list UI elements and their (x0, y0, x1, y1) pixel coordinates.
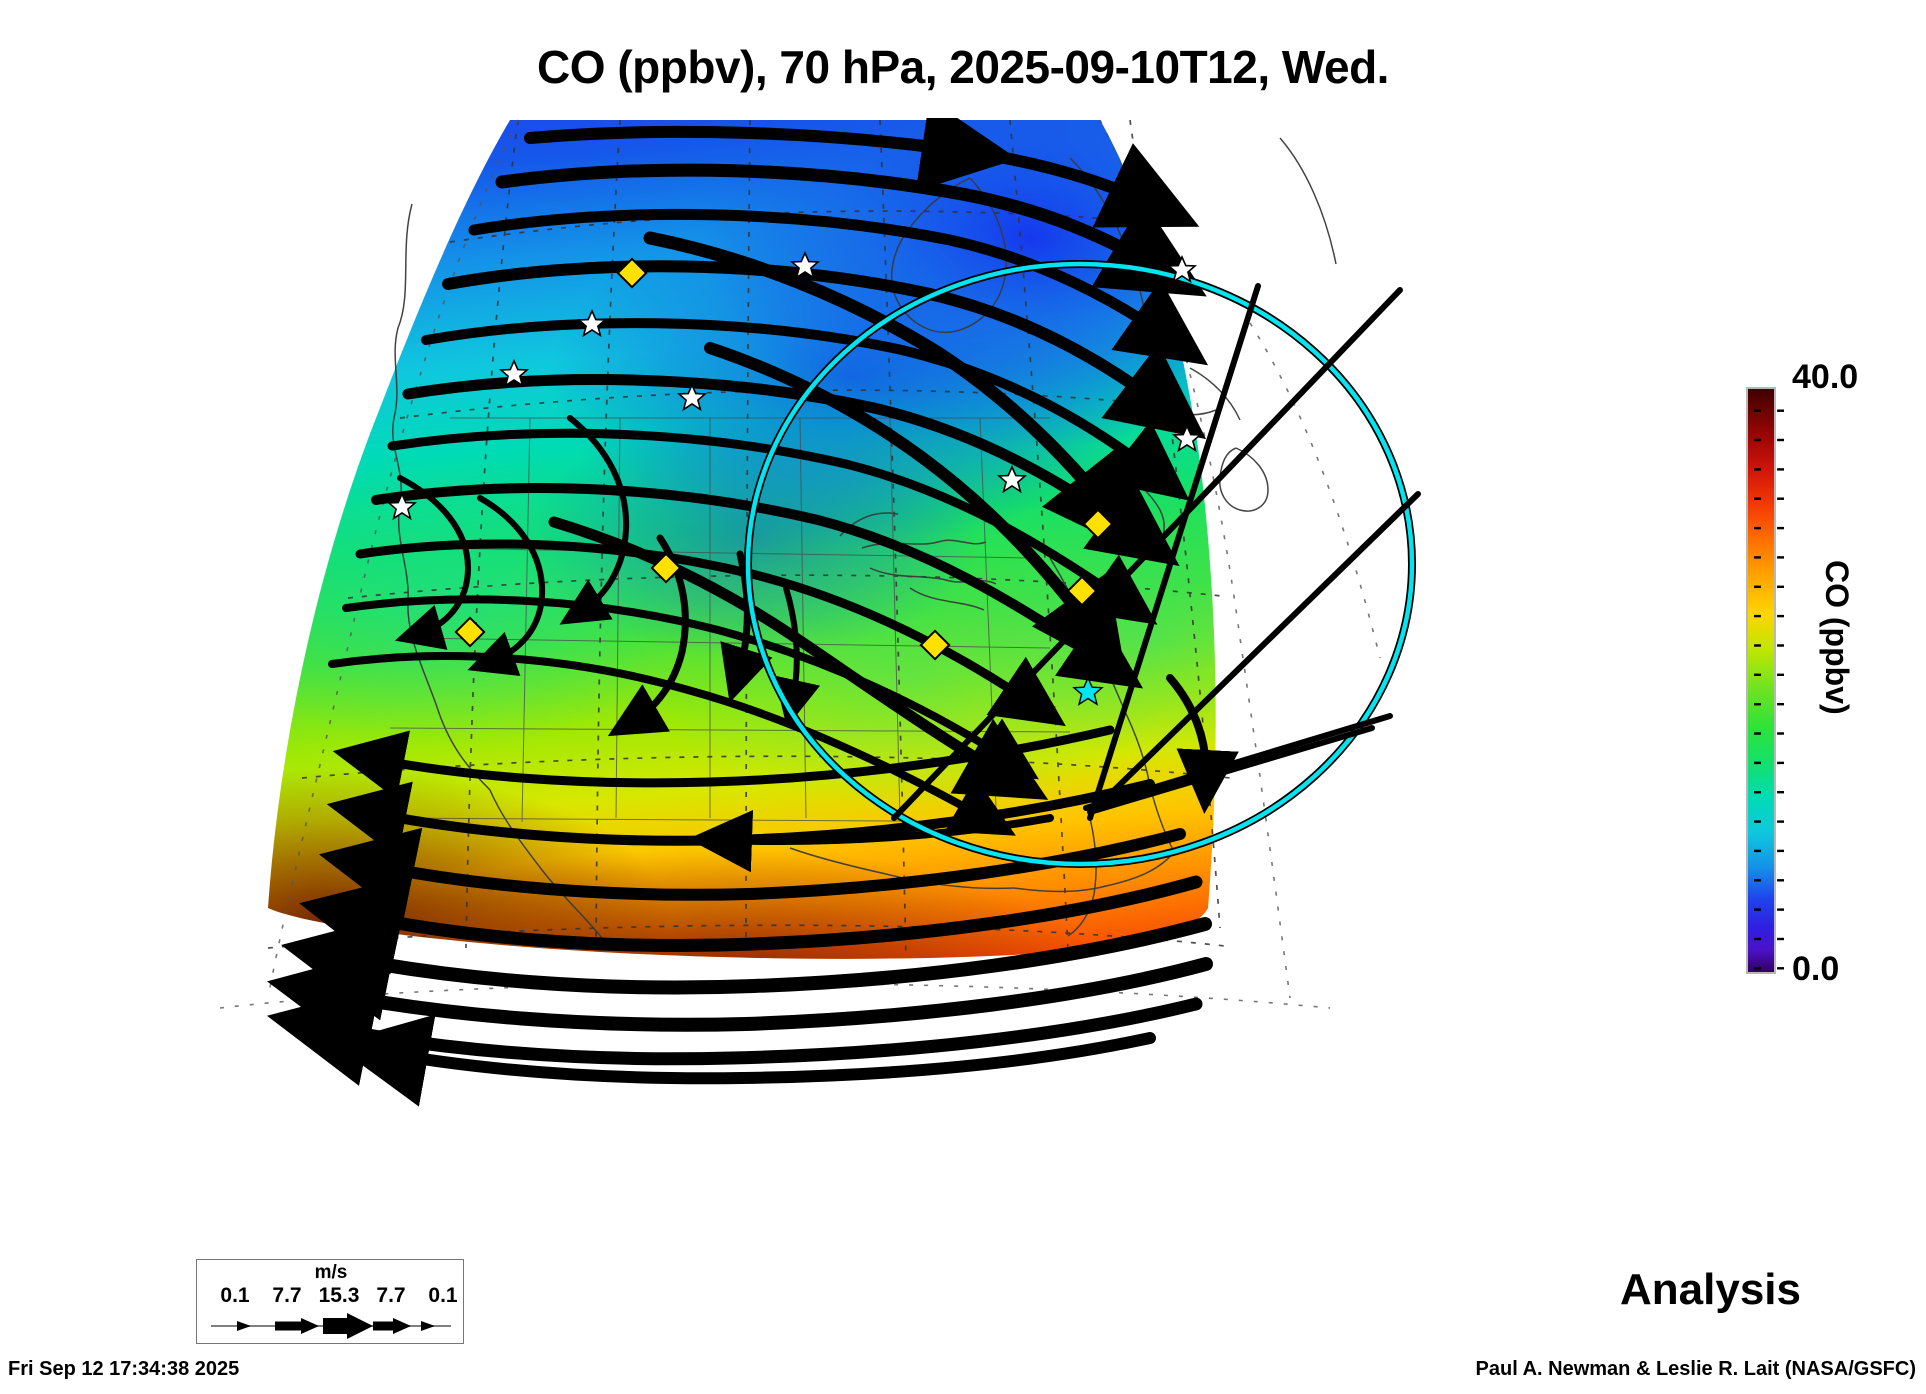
eclipse-path-circle (744, 260, 1416, 868)
wind-speed-legend: m/s 0.1 7.7 15.3 7.7 0.1 (196, 1259, 464, 1344)
analysis-label: Analysis (1620, 1265, 1801, 1314)
station-marker-star[interactable] (576, 309, 608, 338)
colorbar-axis-label: CO (ppbv) (1819, 560, 1855, 715)
station-marker-star[interactable] (789, 251, 821, 280)
reference-radial-lines (891, 283, 1421, 821)
station-marker-diamond[interactable] (616, 257, 648, 289)
colorbar: 40.0 0.0 CO (ppbv) (1740, 358, 1926, 988)
colorbar-max-label: 40.0 (1792, 358, 1859, 396)
wind-legend-value: 15.3 (318, 1284, 360, 1307)
station-marker-star[interactable] (1166, 255, 1198, 284)
station-markers[interactable] (386, 251, 1203, 706)
station-marker-diamond[interactable] (919, 629, 951, 661)
map-plot-svg[interactable] (150, 118, 1570, 1178)
page-title: CO (ppbv), 70 hPa, 2025-09-10T12, Wed. (537, 41, 1389, 93)
wind-legend-value: 0.1 (220, 1284, 250, 1307)
station-marker-star[interactable] (996, 465, 1028, 494)
wind-legend-arrow-scale (211, 1313, 451, 1339)
wind-legend-unit-label: m/s (314, 1262, 348, 1283)
colorbar-ticks (1754, 409, 1784, 970)
map-panel[interactable] (150, 118, 1570, 1178)
wind-legend-value: 0.1 (428, 1284, 458, 1307)
colorbar-gradient (1748, 389, 1774, 972)
generation-timestamp: Fri Sep 12 17:34:38 2025 (8, 1358, 240, 1380)
station-marker-star[interactable] (498, 359, 530, 388)
author-credit: Paul A. Newman & Leslie R. Lait (NASA/GS… (1475, 1358, 1916, 1380)
colorbar-bar (1746, 387, 1784, 974)
colorbar-min-label: 0.0 (1792, 950, 1840, 988)
station-marker-diamond[interactable] (454, 616, 486, 648)
station-marker-diamond[interactable] (1082, 508, 1114, 540)
station-marker-star[interactable] (1171, 424, 1203, 453)
eclipse-center-star[interactable] (1072, 676, 1104, 706)
station-marker-star[interactable] (386, 492, 418, 521)
station-marker-star[interactable] (676, 383, 708, 412)
wind-legend-value: 7.7 (376, 1284, 406, 1307)
wind-legend-value: 7.7 (272, 1284, 302, 1307)
station-marker-diamond[interactable] (650, 552, 682, 584)
station-marker-diamond[interactable] (1066, 575, 1098, 607)
wind-legend-values: 0.1 7.7 15.3 7.7 0.1 (197, 1284, 465, 1308)
wind-streamlines (267, 118, 1239, 1107)
